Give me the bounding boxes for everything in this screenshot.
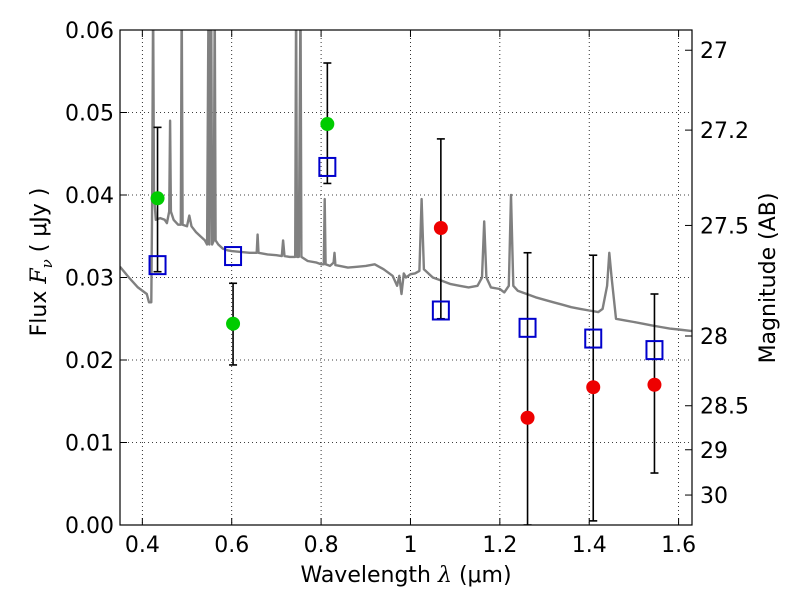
y-axis-label: Flux Fν ( μJy ) xyxy=(27,188,56,337)
spectrum-line xyxy=(120,30,692,333)
x-tick-label: 1.4 xyxy=(572,533,607,558)
y2-tick-label: 27.5 xyxy=(700,214,749,239)
y2-tick-label: 27 xyxy=(700,39,728,64)
y2-tick-label: 28.5 xyxy=(700,395,749,420)
observed-flux-point xyxy=(433,221,448,235)
observed-flux-point xyxy=(226,316,241,331)
x-tick-label: 0.4 xyxy=(125,533,160,558)
error-bar-layer xyxy=(153,62,659,525)
x-tick-label: 1.2 xyxy=(482,533,517,558)
y2-tick-label: 29 xyxy=(700,439,728,464)
y-tick-label: 0.03 xyxy=(65,267,114,292)
model-flux-square xyxy=(584,328,603,349)
observed-flux-point xyxy=(586,380,601,395)
plot-content xyxy=(120,30,692,525)
model-flux-square xyxy=(318,156,337,177)
model-flux-square xyxy=(645,340,664,361)
y2-tick-label: 27.2 xyxy=(700,119,749,144)
tick-marks xyxy=(120,29,692,526)
y-tick-label: 0.04 xyxy=(65,184,114,209)
observed-flux-point xyxy=(520,410,535,425)
y-tick-label: 0.06 xyxy=(65,19,114,44)
y2-axis-label: Magnitude (AB) xyxy=(756,193,781,364)
y-tick-label: 0.05 xyxy=(65,102,114,127)
observed-flux-point xyxy=(150,191,165,206)
x-tick-label: 0.8 xyxy=(304,533,339,558)
model-flux-square xyxy=(148,255,167,276)
y2-tick-label: 28 xyxy=(700,325,728,350)
marker-layer xyxy=(148,117,664,425)
observed-flux-point xyxy=(647,377,662,392)
model-flux-square xyxy=(224,246,243,267)
y-tick-label: 0.00 xyxy=(65,514,114,539)
x-tick-label: 1.6 xyxy=(661,533,696,558)
y-tick-label: 0.02 xyxy=(65,349,114,374)
tick-labels: 0.4 0.6 0.8 1 1.2 1.4 1.6 0.00 0.01 0.02 0.03 0.04 0… xyxy=(65,19,749,558)
x-tick-label: 0.6 xyxy=(214,533,249,558)
model-flux-square xyxy=(431,300,450,321)
spectrum-layer xyxy=(120,30,692,333)
y-tick-label: 0.01 xyxy=(65,432,114,457)
x-axis-label: Wavelength λ (μm) xyxy=(300,563,511,588)
model-flux-square xyxy=(518,317,537,338)
x-tick-label: 1 xyxy=(403,533,417,558)
y2-tick-label: 30 xyxy=(700,484,728,509)
observed-flux-point xyxy=(320,117,335,132)
